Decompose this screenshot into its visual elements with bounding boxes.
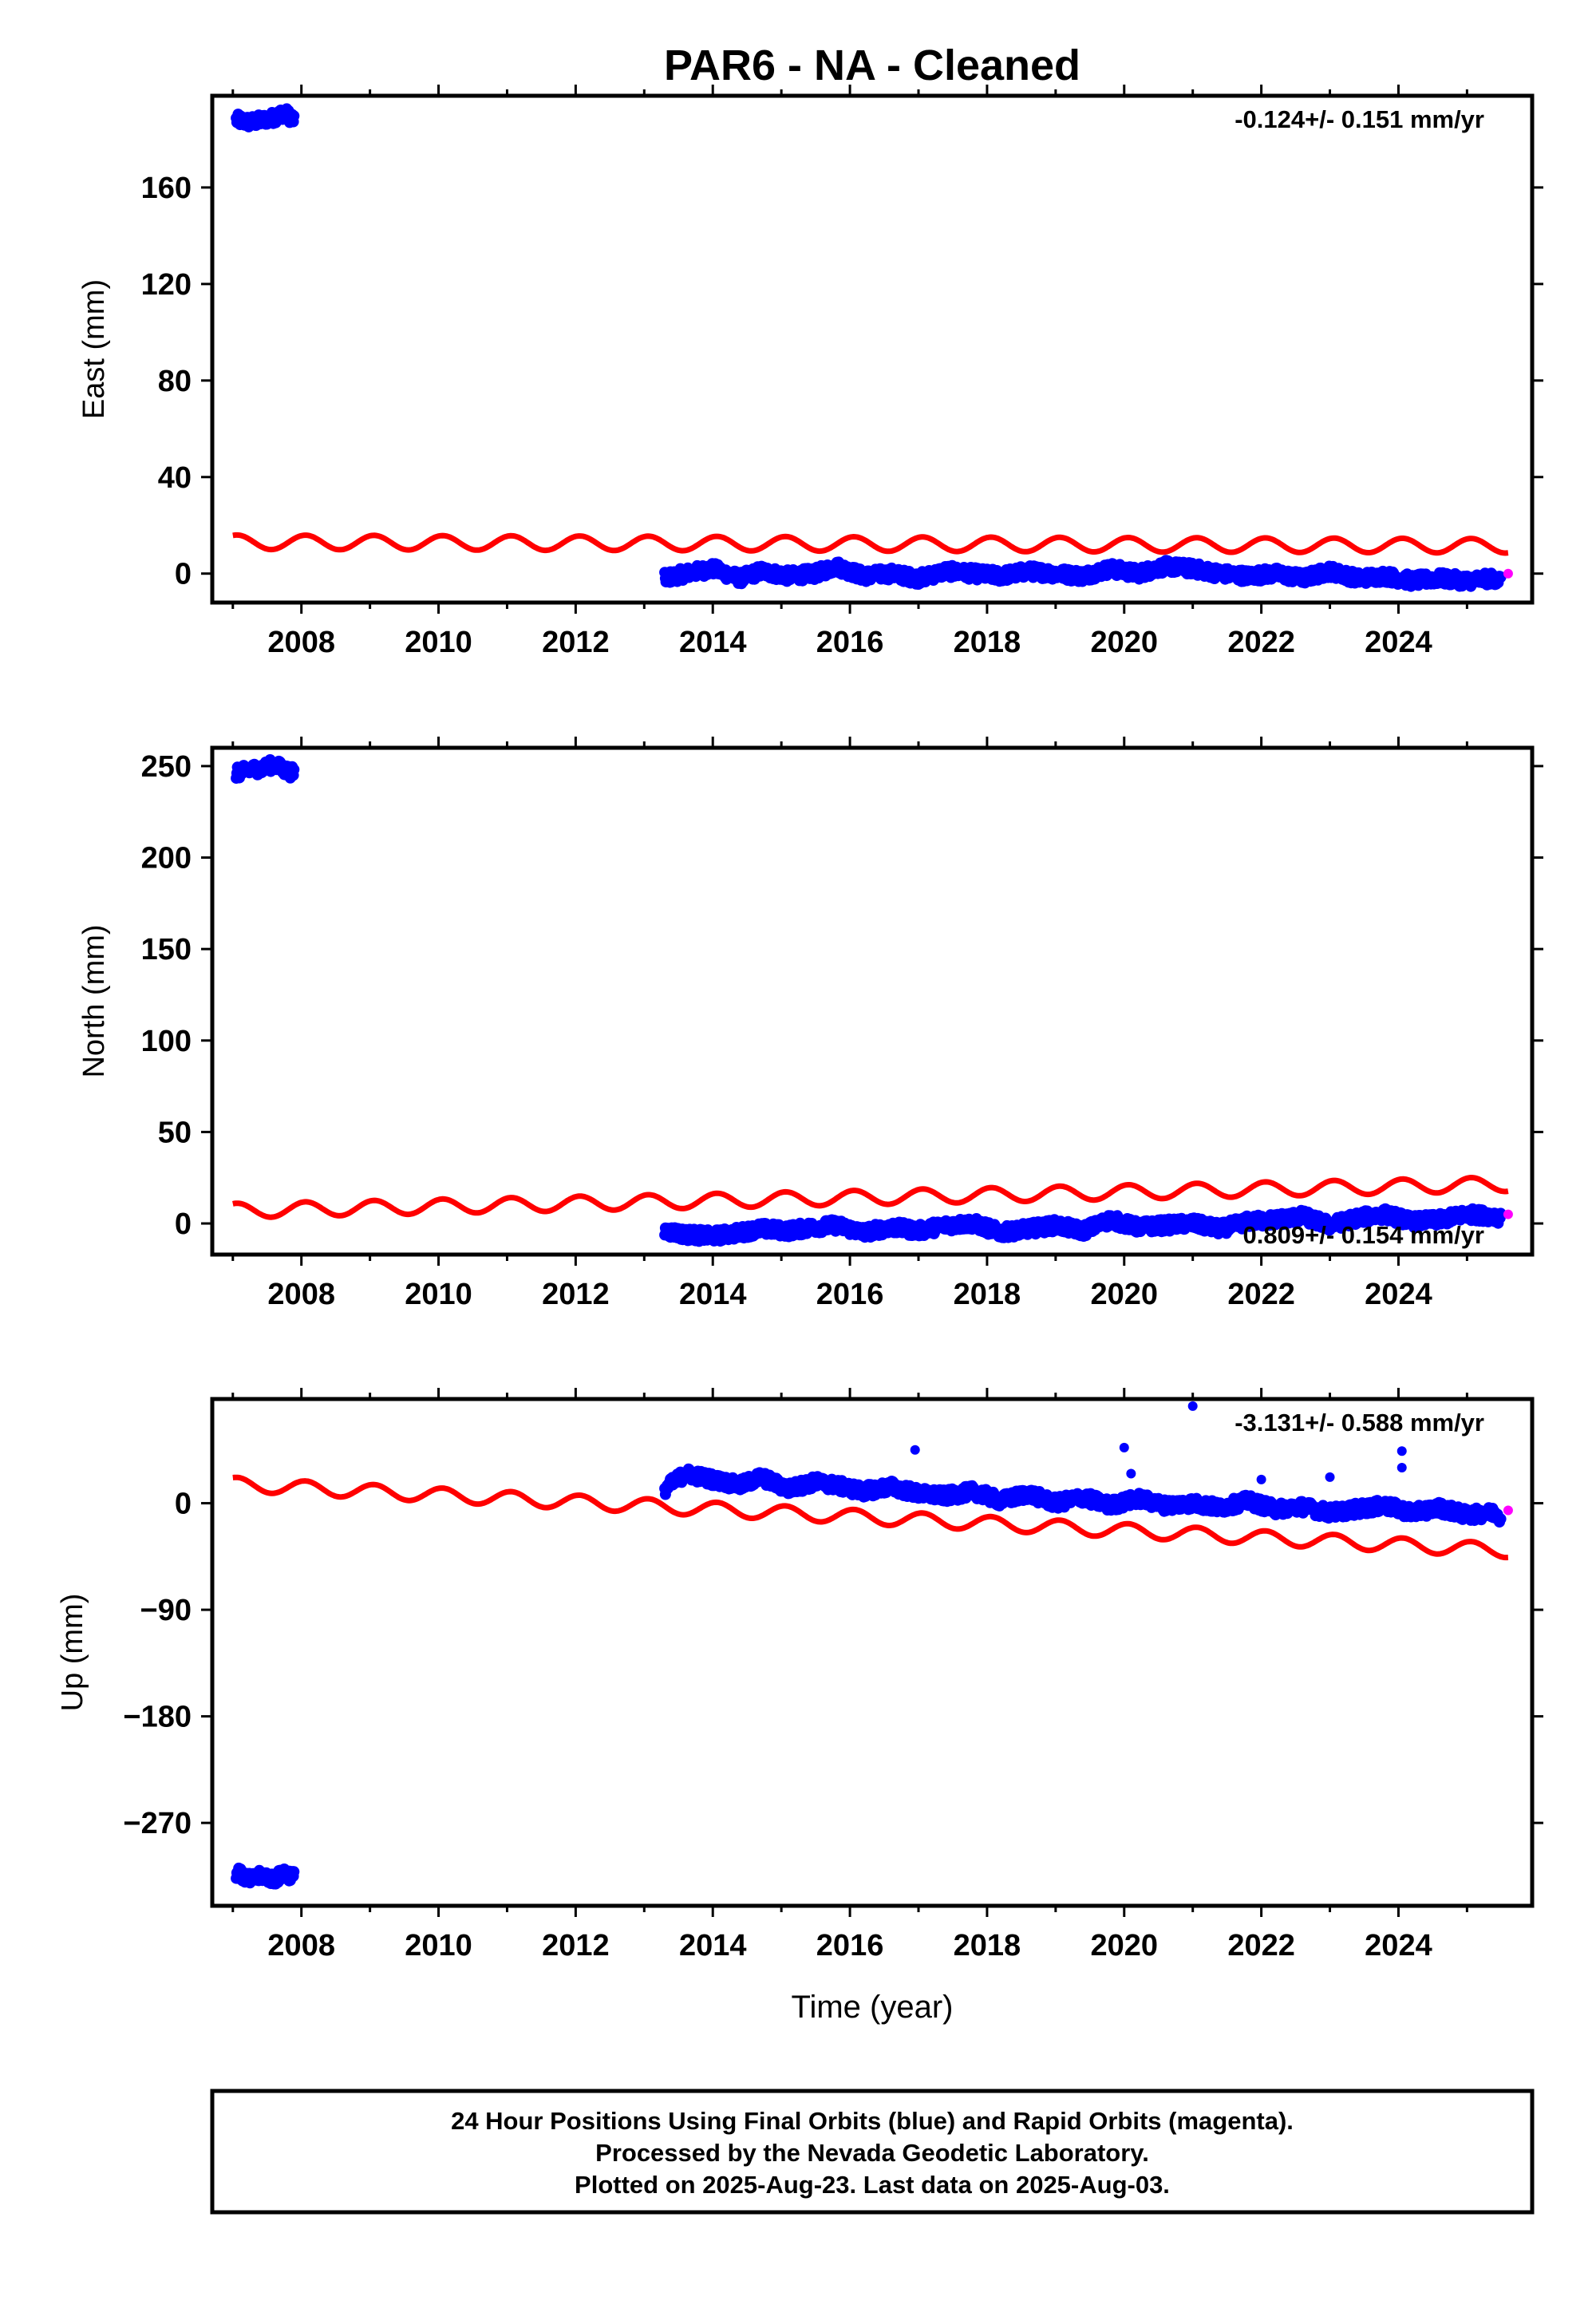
up-rate-label: -3.131+/- 0.588 mm/yr bbox=[1235, 1409, 1484, 1437]
east-y-axis-label: East (mm) bbox=[77, 279, 111, 419]
up-panel: 2008 2010 2012 2014 2016 2018 2020 2022 2024 −270… bbox=[56, 1388, 1543, 1962]
north-final-orbit-point bbox=[288, 764, 300, 776]
up-final-orbit-point bbox=[1495, 1513, 1507, 1525]
east-panel: 2008 2010 2012 2014 2016 2018 2020 2022 2024 0 40 8… bbox=[77, 85, 1543, 659]
x-tick-label: 2016 bbox=[816, 1278, 884, 1311]
y-tick-label: 120 bbox=[141, 268, 192, 302]
x-tick-label: 2022 bbox=[1227, 1929, 1295, 1962]
y-tick-label: 100 bbox=[141, 1025, 192, 1058]
x-tick-label: 2010 bbox=[405, 626, 472, 659]
x-tick-label: 2020 bbox=[1090, 1929, 1158, 1962]
north-panel: 2008 2010 2012 2014 2016 2018 2020 2022 2024 0 50 1… bbox=[77, 737, 1543, 1311]
up-y-axis-label: Up (mm) bbox=[56, 1594, 89, 1712]
x-tick-label: 2020 bbox=[1090, 1278, 1158, 1311]
y-tick-label: 40 bbox=[158, 461, 192, 495]
north-rapid-orbit-point bbox=[1503, 1209, 1513, 1219]
up-outlier-point bbox=[1256, 1474, 1266, 1484]
y-tick-label: 250 bbox=[141, 750, 192, 784]
x-tick-label: 2008 bbox=[267, 626, 335, 659]
east-plot-frame bbox=[210, 93, 1535, 605]
y-tick-label: −90 bbox=[140, 1594, 192, 1627]
x-tick-label: 2022 bbox=[1227, 626, 1295, 659]
north-rate-label: 0.809+/- 0.154 mm/yr bbox=[1243, 1221, 1484, 1249]
x-tick-label: 2022 bbox=[1227, 1278, 1295, 1311]
footer-line-3: Plotted on 2025-Aug-23. Last data on 202… bbox=[575, 2171, 1170, 2199]
x-tick-label: 2018 bbox=[954, 626, 1021, 659]
y-tick-label: −180 bbox=[123, 1701, 192, 1734]
up-outlier-point bbox=[910, 1445, 920, 1455]
x-tick-label: 2014 bbox=[679, 1278, 747, 1311]
x-tick-label: 2018 bbox=[954, 1929, 1021, 1962]
up-outlier-point bbox=[1396, 1446, 1407, 1456]
x-tick-label: 2012 bbox=[542, 1929, 610, 1962]
up-outlier-point bbox=[1119, 1442, 1129, 1452]
up-final-orbit-point bbox=[288, 1866, 300, 1878]
x-tick-label: 2010 bbox=[405, 1929, 472, 1962]
footer-line-1: 24 Hour Positions Using Final Orbits (bl… bbox=[451, 2107, 1294, 2135]
y-tick-label: 200 bbox=[141, 842, 192, 875]
x-tick-label: 2018 bbox=[954, 1278, 1021, 1311]
x-tick-label: 2012 bbox=[542, 626, 610, 659]
y-tick-label: 50 bbox=[158, 1116, 192, 1149]
up-outlier-point bbox=[1187, 1401, 1198, 1411]
x-tick-label: 2014 bbox=[679, 1929, 747, 1962]
y-tick-label: 0 bbox=[175, 1488, 192, 1521]
up-outlier-point bbox=[1126, 1468, 1136, 1479]
x-tick-label: 2008 bbox=[267, 1929, 335, 1962]
up-outlier-point bbox=[1396, 1463, 1407, 1473]
x-tick-label: 2012 bbox=[542, 1278, 610, 1311]
x-tick-label: 2024 bbox=[1365, 626, 1432, 659]
x-tick-label: 2024 bbox=[1365, 1929, 1432, 1962]
x-tick-label: 2016 bbox=[816, 1929, 884, 1962]
x-tick-label: 2016 bbox=[816, 626, 884, 659]
east-model-fit-line bbox=[232, 532, 1509, 556]
x-tick-label: 2024 bbox=[1365, 1278, 1432, 1311]
footer-line-2: Processed by the Nevada Geodetic Laborat… bbox=[595, 2139, 1149, 2167]
y-tick-label: −270 bbox=[123, 1807, 192, 1840]
figure-title: PAR6 - NA - Cleaned bbox=[664, 41, 1080, 89]
east-final-orbit-point bbox=[288, 110, 300, 122]
x-tick-label: 2020 bbox=[1090, 626, 1158, 659]
x-tick-label: 2014 bbox=[679, 626, 747, 659]
up-outlier-point bbox=[1325, 1472, 1335, 1482]
east-rate-label: -0.124+/- 0.151 mm/yr bbox=[1235, 105, 1484, 133]
north-y-axis-label: North (mm) bbox=[77, 924, 111, 1077]
x-tick-label: 2008 bbox=[267, 1278, 335, 1311]
x-tick-label: 2010 bbox=[405, 1278, 472, 1311]
y-tick-label: 0 bbox=[175, 558, 192, 591]
east-rapid-orbit-point bbox=[1503, 568, 1513, 579]
up-rapid-orbit-point bbox=[1503, 1505, 1513, 1516]
x-axis-label: Time (year) bbox=[792, 1990, 954, 2025]
y-tick-label: 150 bbox=[141, 933, 192, 966]
y-tick-label: 80 bbox=[158, 365, 192, 398]
y-tick-label: 0 bbox=[175, 1207, 192, 1241]
y-tick-label: 160 bbox=[141, 172, 192, 205]
